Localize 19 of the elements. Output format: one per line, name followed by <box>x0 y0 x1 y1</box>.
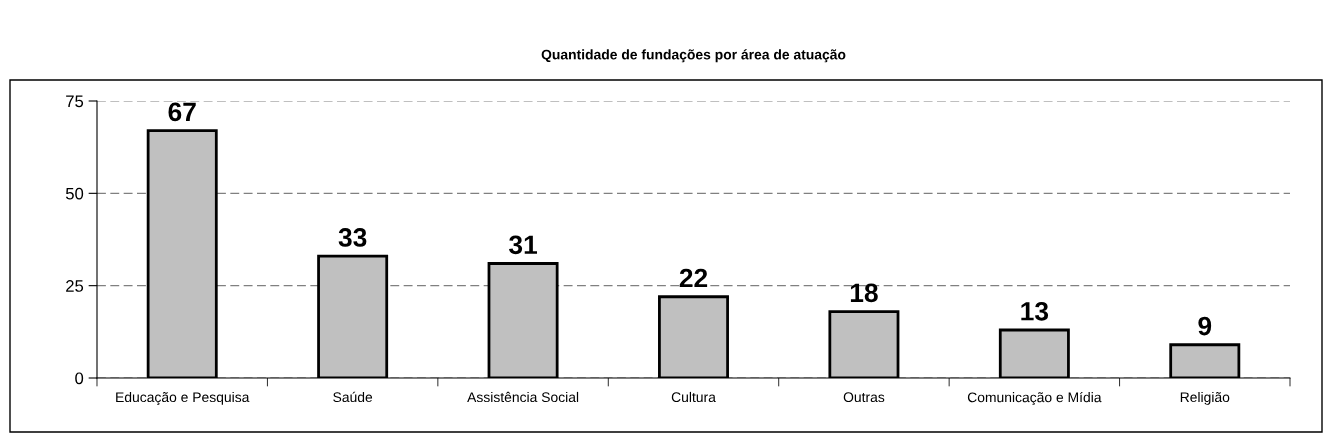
x-tick-label: Assistência Social <box>467 391 579 403</box>
y-tick-label: 75 <box>66 95 84 108</box>
y-tick-label: 25 <box>66 280 84 292</box>
data-label: 67 <box>168 102 196 122</box>
chart-title: Quantidade de fundações por área de atuação <box>541 49 846 63</box>
x-tick-label: Cultura <box>671 391 716 403</box>
data-label: 18 <box>850 283 878 303</box>
x-tick-label: Comunicação e Mídia <box>967 391 1102 406</box>
y-tick-label: 50 <box>65 187 84 200</box>
data-label: 33 <box>338 228 367 247</box>
data-label: 31 <box>509 235 538 255</box>
data-label: 13 <box>1021 301 1049 321</box>
x-tick-label: Saúde <box>333 391 373 403</box>
data-label: 9 <box>1198 316 1212 336</box>
x-tick-label: Educação e Pesquisa <box>116 391 250 405</box>
data-label: 22 <box>679 268 708 288</box>
x-tick-label: Religião <box>1180 391 1230 405</box>
x-tick-label: Outras <box>843 392 885 403</box>
y-tick-label: 0 <box>75 372 84 385</box>
